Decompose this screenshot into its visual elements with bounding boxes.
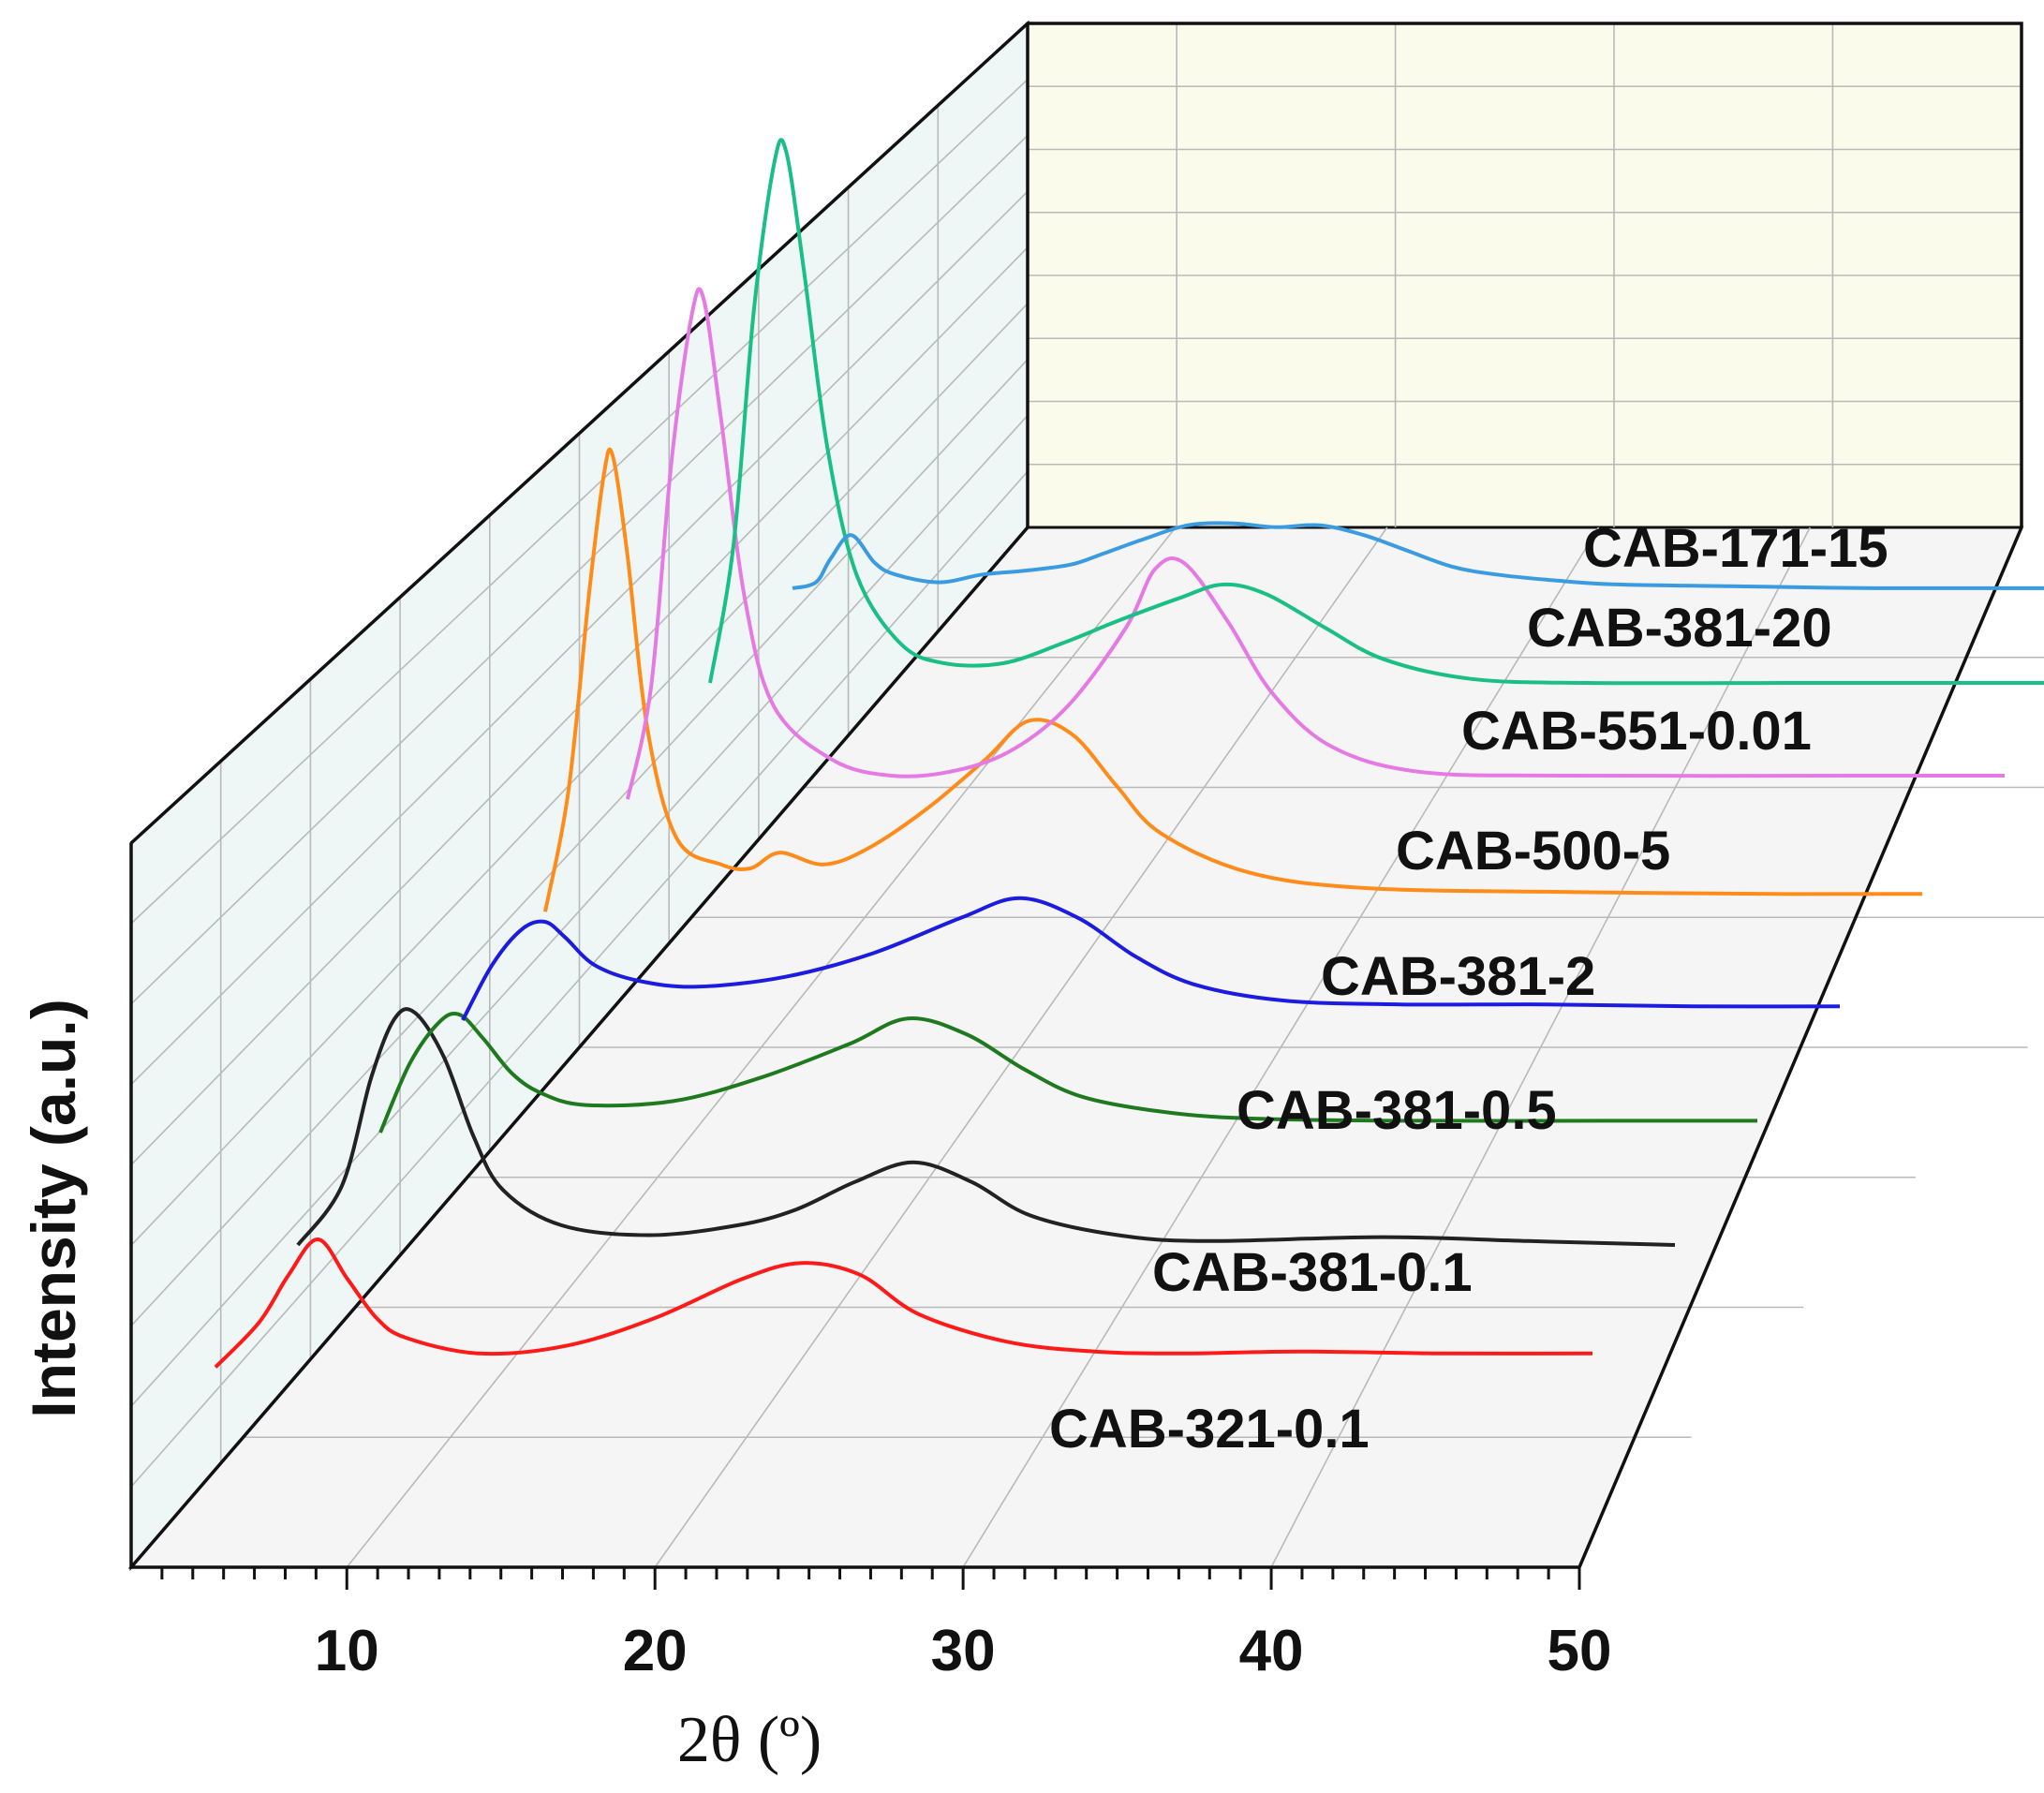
series-label: CAB-381-20 <box>1527 598 1832 659</box>
series-label: CAB-381-0.5 <box>1237 1080 1557 1141</box>
chart-walls <box>127 20 2024 1572</box>
series-label: CAB-321-0.1 <box>1049 1399 1370 1460</box>
x-axis-ticks: 10 20 30 40 50 <box>160 1567 1612 1683</box>
series-line-cab-381-0.1 <box>296 1007 1676 1247</box>
series-line-cab-381-20 <box>708 138 2044 686</box>
series-label: CAB-171-15 <box>1583 518 1888 579</box>
series-label: CAB-381-2 <box>1321 946 1595 1007</box>
series-line-cab-381-2 <box>461 896 1841 1021</box>
x-tick-label: 40 <box>1239 1619 1304 1683</box>
x-axis-title: 2θ (º) <box>677 1704 822 1776</box>
series-line-cab-500-5 <box>543 447 1923 912</box>
series-line-cab-321-0.1 <box>214 1237 1593 1369</box>
series-label: CAB-381-0.1 <box>1152 1242 1473 1303</box>
y-axis-title: Intensity (a.u.) <box>19 999 88 1417</box>
x-tick-label: 10 <box>315 1619 379 1683</box>
x-tick-label: 30 <box>931 1619 996 1683</box>
frame-edge <box>129 526 1029 1569</box>
series-label: CAB-551-0.01 <box>1461 701 1812 762</box>
series-line-cab-551-0.01 <box>626 287 2005 800</box>
series-line-cab-171-15 <box>792 521 2044 591</box>
x-tick-label: 20 <box>623 1619 688 1683</box>
chart-series-labels: CAB-321-0.1 CAB-381-0.1 CAB-381-0.5 CAB-381… <box>1049 518 1888 1460</box>
chart-grid <box>130 23 2044 1568</box>
x-tick-label: 50 <box>1548 1619 1612 1683</box>
chart-series-lines <box>214 138 2044 1369</box>
series-line-cab-381-0.5 <box>378 1011 1757 1134</box>
series-label: CAB-500-5 <box>1396 821 1670 882</box>
chart-axes <box>129 22 2023 1569</box>
